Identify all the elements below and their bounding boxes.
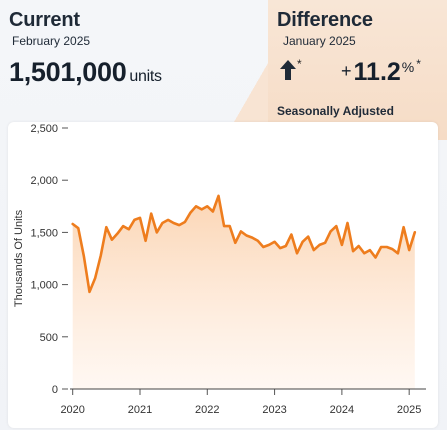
y-tick-label: 2,500 bbox=[30, 123, 58, 135]
difference-sign: + bbox=[341, 61, 352, 81]
x-axis: 2020 2021 2022 2023 2024 2025 bbox=[60, 389, 421, 416]
difference-value-block: +11.2% * bbox=[341, 57, 421, 87]
difference-title: Difference bbox=[277, 9, 373, 31]
y-axis-title: Thousands Of Units bbox=[13, 209, 25, 307]
difference-date: January 2025 bbox=[283, 34, 356, 48]
current-value: 1,501,000 bbox=[9, 57, 127, 87]
current-value-block: 1,501,000 units bbox=[9, 57, 162, 88]
x-tick-label: 2020 bbox=[60, 404, 84, 416]
current-date: February 2025 bbox=[12, 34, 91, 48]
x-tick-label: 2021 bbox=[128, 404, 152, 416]
y-tick-label: 2,000 bbox=[30, 175, 58, 187]
x-tick-label: 2023 bbox=[262, 404, 286, 416]
y-tick-label: 1,500 bbox=[30, 227, 58, 239]
y-tick-label: 1,000 bbox=[30, 280, 58, 292]
difference-panel-background bbox=[268, 0, 447, 140]
difference-unit: % bbox=[401, 59, 415, 75]
seasonally-adjusted-label: Seasonally Adjusted bbox=[277, 104, 394, 118]
y-axis: 0 500 1,000 1,500 2,000 2,500 bbox=[30, 123, 68, 396]
x-tick-label: 2025 bbox=[397, 404, 421, 416]
series-line bbox=[71, 194, 417, 294]
chart-card: 0 500 1,000 1,500 2,000 2,500 2020 2021 2022 202… bbox=[8, 122, 438, 428]
difference-value: 11.2 bbox=[353, 58, 401, 86]
x-tick-label: 2024 bbox=[330, 404, 354, 416]
current-title: Current bbox=[9, 9, 80, 31]
area-fill bbox=[72, 195, 415, 389]
current-unit: units bbox=[129, 68, 162, 85]
arrow-up-icon bbox=[280, 60, 296, 80]
difference-arrow-note: * bbox=[297, 57, 302, 71]
y-tick-label: 0 bbox=[52, 384, 58, 396]
y-tick-label: 500 bbox=[40, 332, 58, 344]
x-tick-label: 2022 bbox=[195, 404, 219, 416]
difference-note: * bbox=[416, 57, 421, 71]
